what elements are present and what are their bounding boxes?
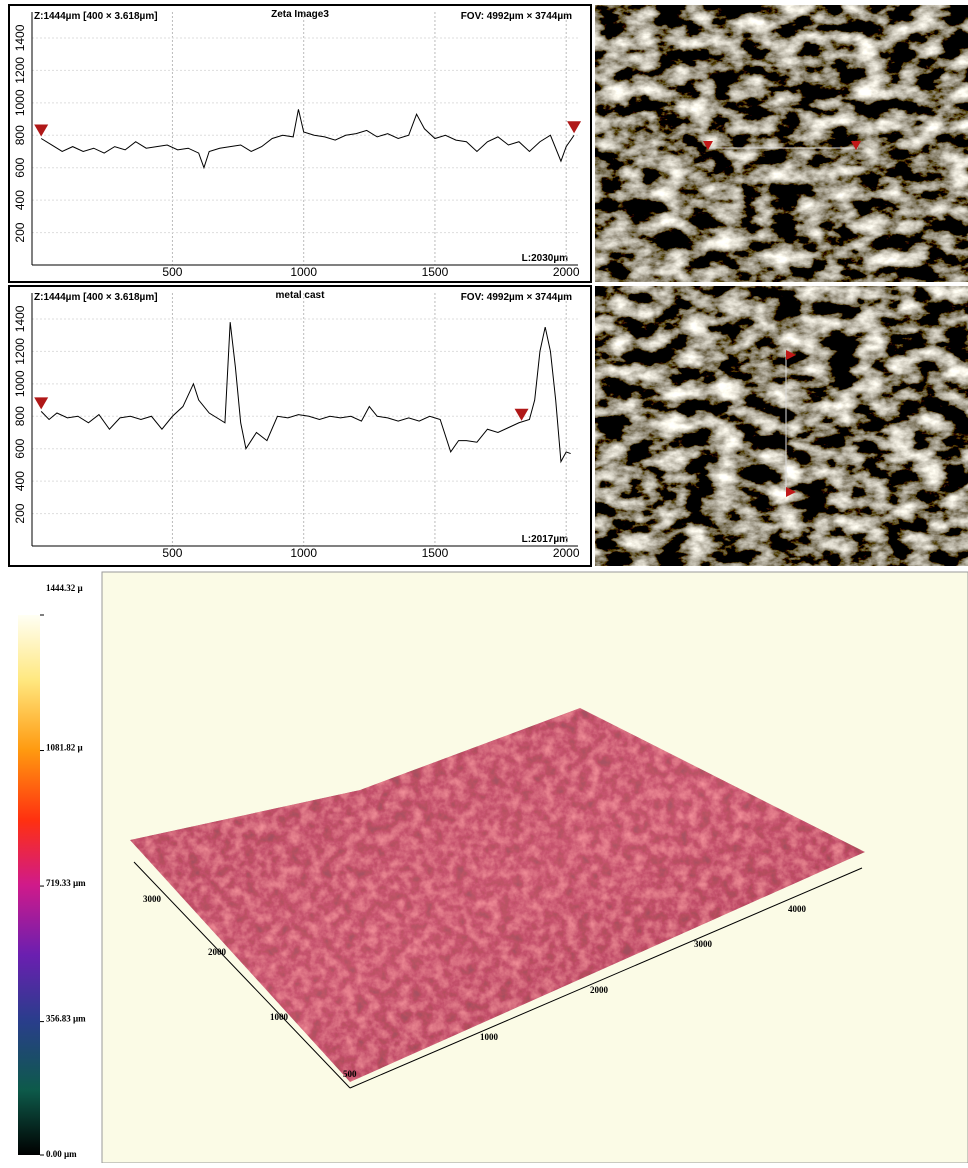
y-tick-label: 800 (13, 406, 27, 426)
surface-axis-label: 2000 (208, 947, 227, 957)
y-tick-label: 1000 (13, 370, 27, 397)
y-tick-label: 1400 (13, 24, 27, 51)
chart-title: metal cast (276, 290, 326, 301)
x-tick-label: 500 (162, 265, 182, 279)
profile-panel (8, 285, 592, 567)
y-tick-label: 400 (13, 471, 27, 491)
surface-axis (349, 867, 863, 1089)
cursor-marker (34, 397, 49, 410)
z-info: Z:1444µm [400 × 3.618µm] (34, 292, 158, 303)
profile-line (40, 322, 571, 464)
cursor-marker (567, 121, 582, 134)
surface-axis (133, 861, 351, 1089)
x-tick-label: 2000 (553, 546, 580, 560)
surface-axis-label: 4000 (788, 904, 807, 914)
surface-axis-label: 3000 (694, 939, 713, 949)
x-tick-label: 500 (162, 546, 182, 560)
y-tick-label: 600 (13, 438, 27, 458)
colorbar-label: 1081.82 µ (46, 743, 84, 753)
colorbar-label: 1444.32 µ (46, 583, 84, 593)
colorbar-label: 0.00 µm (46, 1149, 77, 1159)
y-tick-label: 1400 (13, 305, 27, 332)
x-tick-label: 1000 (290, 546, 317, 560)
surface-axis-label: 2000 (590, 985, 609, 995)
y-tick-label: 1000 (13, 89, 27, 116)
micrograph (595, 5, 968, 282)
surface-axis-label: 3000 (143, 894, 162, 904)
y-tick-label: 1200 (13, 57, 27, 84)
colorbar (18, 615, 40, 1155)
y-tick-label: 200 (13, 503, 27, 523)
y-tick-label: 200 (13, 222, 27, 242)
length: L:2030µm (522, 253, 568, 264)
x-tick-label: 1500 (422, 265, 449, 279)
y-tick-label: 800 (13, 125, 27, 145)
y-tick-label: 1200 (13, 338, 27, 365)
fov: FOV: 4992µm × 3744µm (461, 292, 572, 303)
x-tick-label: 1000 (290, 265, 317, 279)
surface-axis-label: 500 (343, 1069, 357, 1079)
profile-line (40, 109, 575, 170)
cursor-marker (34, 124, 49, 137)
y-tick-label: 600 (13, 157, 27, 177)
profile-panel (8, 4, 592, 283)
y-tick-label: 400 (13, 190, 27, 210)
surface-axis-label: 1000 (270, 1012, 289, 1022)
micrograph (595, 286, 968, 566)
chart-title: Zeta Image3 (271, 9, 329, 20)
cursor-marker (514, 408, 529, 421)
x-tick-label: 2000 (553, 265, 580, 279)
colorbar-label: 356.83 µm (46, 1014, 86, 1024)
colorbar-label: 719.33 µm (46, 878, 86, 888)
length: L:2017µm (522, 534, 568, 545)
x-tick-label: 1500 (422, 546, 449, 560)
z-info: Z:1444µm [400 × 3.618µm] (34, 11, 158, 22)
surface-axis-label: 1000 (480, 1032, 499, 1042)
fov: FOV: 4992µm × 3744µm (461, 11, 572, 22)
surface-3d (130, 708, 865, 1082)
